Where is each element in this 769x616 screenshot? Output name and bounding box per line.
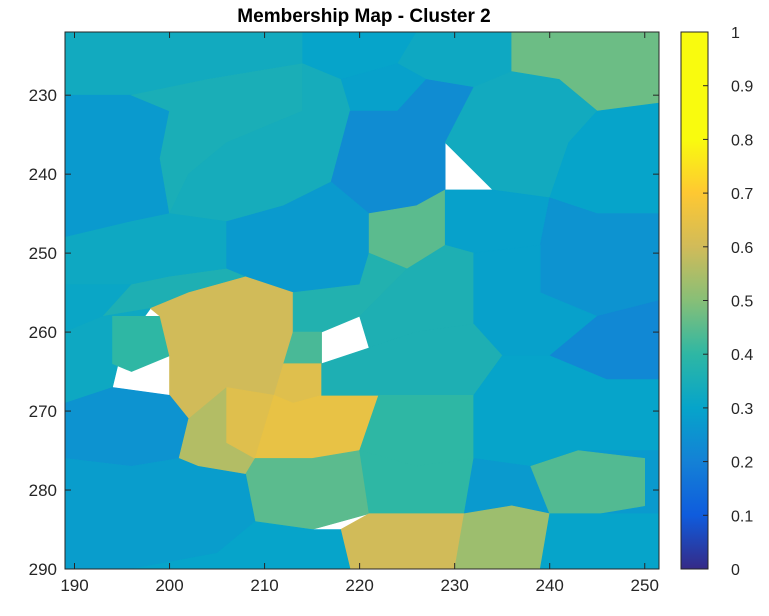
colorbar-tick-label: 0.2 — [731, 455, 753, 472]
colorbar-tick-label: 0 — [731, 562, 740, 579]
colorbar-tick-label: 0.4 — [731, 347, 753, 364]
y-tick-label: 270 — [29, 402, 57, 421]
x-tick-label: 250 — [631, 576, 659, 595]
colorbar-tick-label: 0.6 — [731, 240, 753, 257]
y-tick-label: 240 — [29, 165, 57, 184]
colorbar-tick-label: 0.7 — [731, 186, 753, 203]
heatmap-region — [65, 94, 170, 238]
heatmap-region — [65, 387, 189, 467]
heatmap-region — [112, 315, 170, 372]
heatmap-region — [245, 450, 370, 530]
x-tick-label: 190 — [60, 576, 88, 595]
colorbar-tick-label: 1 — [731, 25, 740, 42]
x-tick-label: 210 — [250, 576, 278, 595]
heatmap-region — [340, 513, 465, 569]
colorbar-tick-label: 0.1 — [731, 508, 753, 525]
colorbar-tick-label: 0.5 — [731, 294, 753, 311]
y-tick-label: 260 — [29, 323, 57, 342]
colorbar-tick-label: 0.3 — [731, 401, 753, 418]
heatmap-region — [454, 505, 551, 569]
plot-frame — [64, 31, 660, 570]
y-tick-label: 290 — [29, 560, 57, 579]
x-tick-label: 220 — [345, 576, 373, 595]
colorbar-tick-label: 0.9 — [731, 79, 753, 96]
y-tick-label: 250 — [29, 244, 57, 263]
heatmap-region — [444, 189, 551, 254]
x-tick-label: 200 — [155, 576, 183, 595]
y-axis: 230 240 250 260 270 280 290 — [29, 86, 659, 579]
heatmap-region — [539, 197, 659, 317]
heatmap-region — [539, 513, 659, 569]
y-tick-label: 230 — [29, 86, 57, 105]
heatmap-region — [321, 323, 503, 396]
colorbar-tick-label: 0.8 — [731, 132, 753, 149]
chart-title: Membership Map - Cluster 2 — [237, 6, 490, 27]
heatmap-region — [131, 521, 351, 569]
colorbar-ticks: 0 0.1 0.2 0.3 0.4 0.5 0.6 0.7 0.8 0.9 1 — [703, 25, 753, 579]
heatmap-regions — [65, 32, 659, 569]
x-tick-label: 230 — [440, 576, 468, 595]
heatmap-region — [65, 458, 256, 569]
y-tick-label: 280 — [29, 481, 57, 500]
x-axis: 190 200 210 220 230 240 250 — [60, 32, 659, 595]
x-tick-label: 240 — [536, 576, 564, 595]
